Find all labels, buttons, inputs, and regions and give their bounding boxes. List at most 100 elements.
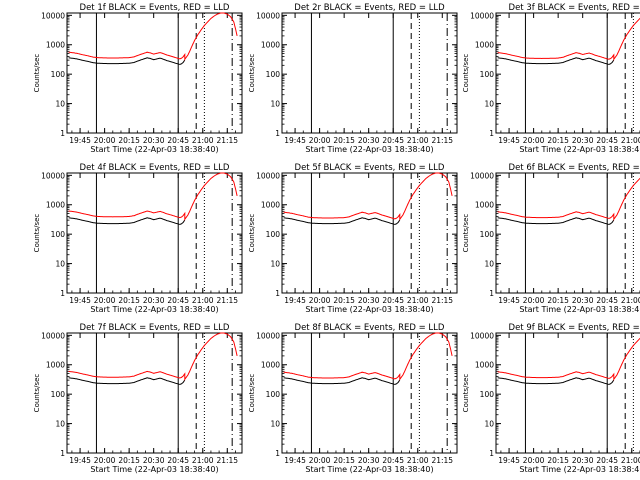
- events-series-line: [497, 217, 615, 225]
- y-axis-label: Counts/sec: [248, 54, 256, 93]
- x-tick-label: 21:00: [192, 456, 214, 465]
- lld-series-line: [497, 17, 640, 61]
- x-tick-label: 19:45: [69, 456, 91, 465]
- x-tick-label: 21:00: [621, 456, 640, 465]
- x-axis-label: Start Time (22-Apr-03 18:38:40): [90, 465, 218, 474]
- y-tick-label: 1: [275, 449, 280, 458]
- y-tick-label: 100: [51, 230, 66, 239]
- x-tick-label: 20:00: [309, 136, 331, 145]
- plot-frame: [66, 172, 243, 294]
- y-tick-label: 1000: [261, 201, 280, 210]
- y-tick-label: 10000: [41, 331, 65, 340]
- x-tick-label: 20:45: [167, 136, 189, 145]
- events-series-line: [68, 57, 186, 65]
- panel-title: Det 9f BLACK = Events, RED = LLD: [509, 323, 640, 333]
- y-tick-label: 10: [270, 260, 280, 269]
- x-tick-label: 21:00: [192, 296, 214, 305]
- y-tick-label: 100: [266, 230, 281, 239]
- panel-title: Det 1f BLACK = Events, RED = LLD: [80, 3, 230, 13]
- y-tick-label: 10000: [256, 171, 280, 180]
- x-axis-label: Start Time (22-Apr-03 18:38:40): [305, 465, 433, 474]
- x-tick-label: 20:45: [596, 136, 618, 145]
- x-tick-label: 20:15: [547, 296, 569, 305]
- x-tick-label: 21:00: [621, 136, 640, 145]
- y-tick-label: 1000: [261, 41, 280, 50]
- x-tick-label: 20:15: [333, 296, 355, 305]
- x-tick-label: 20:00: [309, 456, 331, 465]
- y-axis-label: Counts/sec: [462, 374, 470, 413]
- x-tick-label: 20:30: [572, 296, 594, 305]
- chart-panel-9: Det 9f BLACK = Events, RED = LLD 1 10 100 10…: [462, 323, 640, 474]
- x-tick-label: 20:00: [94, 456, 116, 465]
- y-tick-label: 1000: [475, 361, 494, 370]
- x-axis-label: Start Time (22-Apr-03 18:38:40): [305, 145, 433, 154]
- y-axis-label: Counts/sec: [462, 214, 470, 253]
- x-tick-label: 19:45: [284, 296, 306, 305]
- chart-panel-7: Det 7f BLACK = Events, RED = LLD 1 10 100 10…: [33, 323, 243, 474]
- x-tick-label: 20:00: [523, 456, 545, 465]
- x-tick-label: 20:30: [358, 296, 380, 305]
- x-tick-label: 21:00: [621, 296, 640, 305]
- y-tick-label: 1: [489, 129, 494, 138]
- x-tick-label: 20:45: [167, 456, 189, 465]
- x-tick-label: 21:15: [431, 296, 453, 305]
- x-tick-label: 20:15: [547, 136, 569, 145]
- y-axis-label: Counts/sec: [33, 374, 41, 413]
- y-axis-label: Counts/sec: [33, 214, 41, 253]
- chart-panel-5: Det 5f BLACK = Events, RED = LLD 1 10 100 10…: [248, 163, 458, 314]
- x-axis-label: Start Time (22-Apr-03 18:38:40): [519, 305, 640, 314]
- x-tick-label: 20:00: [523, 136, 545, 145]
- y-tick-label: 1: [275, 289, 280, 298]
- x-tick-label: 20:30: [143, 136, 165, 145]
- y-tick-label: 1000: [46, 361, 65, 370]
- y-tick-label: 10: [270, 420, 280, 429]
- x-tick-label: 20:45: [382, 136, 404, 145]
- chart-panel-2: Det 2r BLACK = Events, RED = LLD 1 10 100 10…: [248, 3, 458, 154]
- x-tick-label: 21:15: [431, 136, 453, 145]
- y-tick-label: 1: [60, 289, 65, 298]
- y-axis-label: Counts/sec: [248, 374, 256, 413]
- x-axis-label: Start Time (22-Apr-03 18:38:40): [305, 305, 433, 314]
- lld-series-line: [68, 12, 238, 61]
- x-tick-label: 19:45: [498, 296, 520, 305]
- panel-title: Det 2r BLACK = Events, RED = LLD: [294, 3, 445, 13]
- x-tick-label: 20:00: [94, 136, 116, 145]
- chart-panel-8: Det 8f BLACK = Events, RED = LLD 1 10 100 10…: [248, 323, 458, 474]
- events-series-line: [283, 217, 401, 225]
- chart-panel-4: Det 4f BLACK = Events, RED = LLD 1 10 100 10…: [33, 163, 243, 314]
- panel-title: Det 4f BLACK = Events, RED = LLD: [80, 163, 230, 173]
- events-series-line: [68, 217, 186, 225]
- x-tick-label: 20:00: [523, 296, 545, 305]
- x-tick-label: 20:15: [118, 136, 140, 145]
- panel-title: Det 6f BLACK = Events, RED = LLD: [509, 163, 640, 173]
- x-tick-label: 19:45: [284, 136, 306, 145]
- x-tick-label: 21:00: [407, 136, 429, 145]
- panel-title: Det 7f BLACK = Events, RED = LLD: [80, 323, 230, 333]
- x-tick-label: 20:45: [382, 456, 404, 465]
- x-tick-label: 20:30: [572, 456, 594, 465]
- panel-title: Det 3f BLACK = Events, RED = LLD: [509, 3, 640, 13]
- x-tick-label: 20:45: [167, 296, 189, 305]
- x-tick-label: 21:00: [407, 456, 429, 465]
- y-tick-label: 1: [489, 289, 494, 298]
- y-tick-label: 100: [480, 230, 495, 239]
- y-tick-label: 100: [480, 390, 495, 399]
- events-series-line: [283, 377, 401, 385]
- x-tick-label: 19:45: [284, 456, 306, 465]
- plot-frame: [281, 172, 458, 294]
- x-tick-label: 21:15: [216, 136, 238, 145]
- y-axis-label: Counts/sec: [462, 54, 470, 93]
- events-series-line: [497, 377, 615, 385]
- chart-panel-3: Det 3f BLACK = Events, RED = LLD 1 10 100 10…: [462, 3, 640, 154]
- y-tick-label: 1000: [475, 201, 494, 210]
- y-tick-label: 10: [55, 420, 65, 429]
- y-tick-label: 10000: [41, 171, 65, 180]
- plot-frame: [495, 172, 640, 294]
- x-tick-label: 21:15: [431, 456, 453, 465]
- y-tick-label: 10000: [256, 331, 280, 340]
- x-axis-label: Start Time (22-Apr-03 18:38:40): [519, 465, 640, 474]
- panel-title: Det 5f BLACK = Events, RED = LLD: [295, 163, 445, 173]
- y-tick-label: 10: [270, 100, 280, 109]
- events-series-line: [497, 57, 615, 65]
- x-tick-label: 20:30: [143, 456, 165, 465]
